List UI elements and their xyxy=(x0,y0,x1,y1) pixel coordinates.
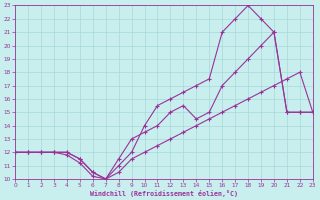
X-axis label: Windchill (Refroidissement éolien,°C): Windchill (Refroidissement éolien,°C) xyxy=(90,190,238,197)
